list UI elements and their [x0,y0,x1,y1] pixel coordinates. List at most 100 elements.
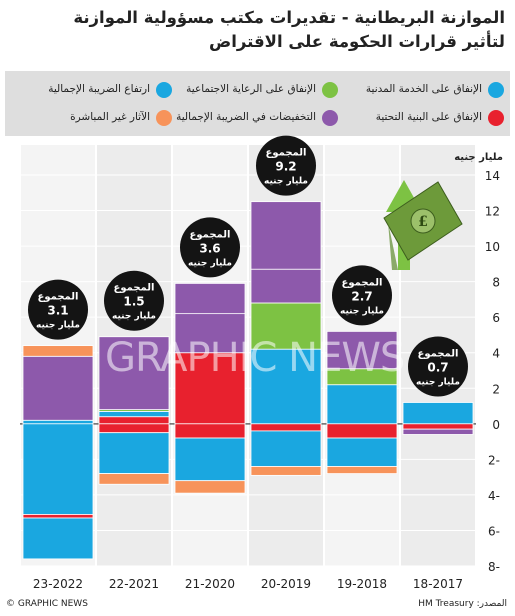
bar-segment [402,402,474,425]
chart-title: الموازنة البريطانية - تقديرات مكتب مسؤول… [10,6,505,54]
total-value: 1.5 [123,295,144,309]
legend-swatch [322,110,338,126]
bar-segment [250,348,322,425]
total-label: المجموع [418,348,459,359]
x-tick-labels: 18-2017 19-2018 20-2019 21-2020 22-2021 23-20… [33,577,463,591]
bar-segment [98,416,170,425]
bar-segment [22,419,94,425]
total-label: المجموع [190,229,231,240]
bar-segment [250,430,322,467]
y-tick-label: 8- [488,560,500,574]
bar-segment [98,473,170,485]
legend: الإنفاق على الخدمة المدنية الإنفاق على ا… [5,71,510,136]
gridlines [20,174,476,567]
bar-segment [326,466,398,474]
x-tick-label: 22-2021 [109,577,159,591]
bar-segment [326,384,398,425]
legend-swatch [488,110,504,126]
bar-segment [98,336,170,410]
total-value: 3.6 [199,241,220,255]
y-tick-label: 6- [488,524,500,538]
y-tick-label: 14 [485,169,500,183]
total-unit: مليار جنيه [188,258,232,268]
total-unit: مليار جنيه [340,306,384,316]
bar-segment [174,352,246,425]
legend-item-welfare-spending: الإنفاق على الرعاية الاجتماعية [180,81,340,101]
legend-swatch [322,82,338,98]
bar-segment [250,201,322,270]
total-value: 9.2 [275,160,296,174]
legend-swatch [156,110,172,126]
bar-segment [250,302,322,350]
total-badge [180,217,240,278]
legend-item-civil-spending: الإنفاق على الخدمة المدنية [346,81,506,101]
total-label: المجموع [114,283,155,294]
money-icon: £ [383,180,463,270]
bar-segment [326,368,398,386]
bar-segment [22,517,94,560]
bar-segment [402,423,474,430]
y-tick-label: 2 [492,382,500,396]
bar-segment [22,355,94,421]
bar-segment [98,423,170,434]
legend-swatch [156,82,172,98]
bar-segment [250,423,322,432]
legend-item-tax-rise: ارتفاع الضريبة الإجمالية [14,81,174,101]
bar-segment [98,410,170,418]
total-label: المجموع [38,292,79,303]
total-unit: مليار جنيه [112,312,156,322]
legend-label: الإنفاق على الخدمة المدنية [365,83,482,95]
bars [22,201,474,560]
total-value: 3.1 [47,304,68,318]
bar-segment [174,437,246,482]
total-unit: مليار جنيه [416,377,460,387]
bar-segment [174,423,246,439]
legend-label: الإنفاق على البنية التحتية [375,111,482,123]
total-value: 0.7 [427,360,448,374]
title-line-1: الموازنة البريطانية - تقديرات مكتب مسؤول… [73,8,505,27]
y-tick-label: 0 [492,418,500,432]
bar-segment [326,330,398,370]
total-unit: مليار جنيه [36,321,80,331]
bar-segment [22,514,94,519]
legend-label: الآثار غير المباشرة [70,111,150,123]
bar-segment [326,437,398,467]
y-tick-labels: 8- 6- 4- 2- 0 2 4 6 8 10 12 14 [485,169,500,574]
legend-label: الإنفاق على الرعاية الاجتماعية [186,83,316,95]
x-tick-label: 18-2017 [413,577,463,591]
bar-segment [22,345,94,357]
legend-item-indirect-effects: الآثار غير المباشرة [14,109,174,129]
x-tick-label: 20-2019 [261,577,311,591]
y-tick-label: 2- [488,453,500,467]
legend-item-tax-cuts: التخفيضات في الضريبة الإجمالية [176,109,340,129]
svg-text:£: £ [418,214,428,230]
source: المصدر: HM Treasury [418,599,507,609]
y-tick-label: 8 [492,276,500,290]
title-line-2: لتأثير قرارات الحكومة على الاقتراض [209,32,505,51]
total-badge [256,135,316,196]
x-tick-label: 19-2018 [337,577,387,591]
bar-segment [22,423,94,515]
total-badge [332,265,392,326]
y-tick-label: 10 [485,240,500,254]
bar-segment [250,466,322,476]
total-badge [28,279,88,340]
bar-segment [326,423,398,439]
bar-segment [402,428,474,435]
bar-segment [250,268,322,304]
total-value: 2.7 [351,289,372,303]
y-tick-label: 4 [492,347,500,361]
total-label: المجموع [342,277,383,288]
bar-segment [174,313,246,354]
y-axis-label: مليار جنيه [454,152,503,163]
y-tick-label: 4- [488,489,500,503]
legend-label: التخفيضات في الضريبة الإجمالية [176,111,316,123]
bar-segment [174,283,246,315]
x-tick-label: 23-2022 [33,577,83,591]
legend-swatch [488,82,504,98]
legend-item-infrastructure-spending: الإنفاق على البنية التحتية [346,109,506,129]
bar-segment [98,432,170,474]
bar-segment [174,480,246,494]
